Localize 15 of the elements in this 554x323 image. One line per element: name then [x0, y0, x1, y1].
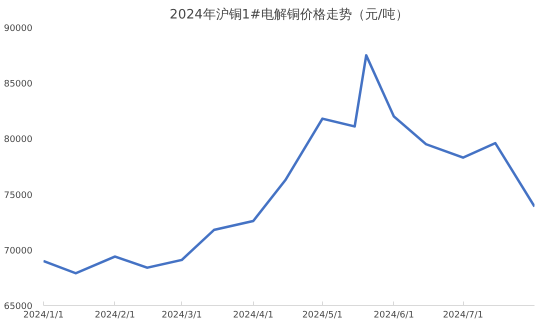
- x-tick-label: 2024/2/1: [94, 310, 136, 320]
- y-tick-label: 70000: [4, 246, 33, 256]
- x-tick-label: 2024/5/1: [302, 310, 343, 320]
- chart-title: 2024年沪铜1#电解铜价格走势（元/吨）: [170, 6, 408, 22]
- line-series: [44, 54, 534, 274]
- x-tick-label: 2024/4/1: [233, 310, 274, 320]
- x-tick-label: 2024/3/1: [162, 310, 202, 320]
- y-tick-label: 90000: [4, 24, 33, 34]
- y-tick-label: 75000: [4, 190, 33, 201]
- y-tick-label: 65000: [4, 302, 33, 312]
- x-tick-label: 2024/1/1: [23, 310, 64, 320]
- y-tick-label: 85000: [4, 80, 33, 90]
- y-tick-label: 80000: [4, 135, 33, 146]
- x-tick-label: 2024/6/1: [374, 310, 414, 320]
- x-tick-label: 2024/7/1: [442, 310, 484, 320]
